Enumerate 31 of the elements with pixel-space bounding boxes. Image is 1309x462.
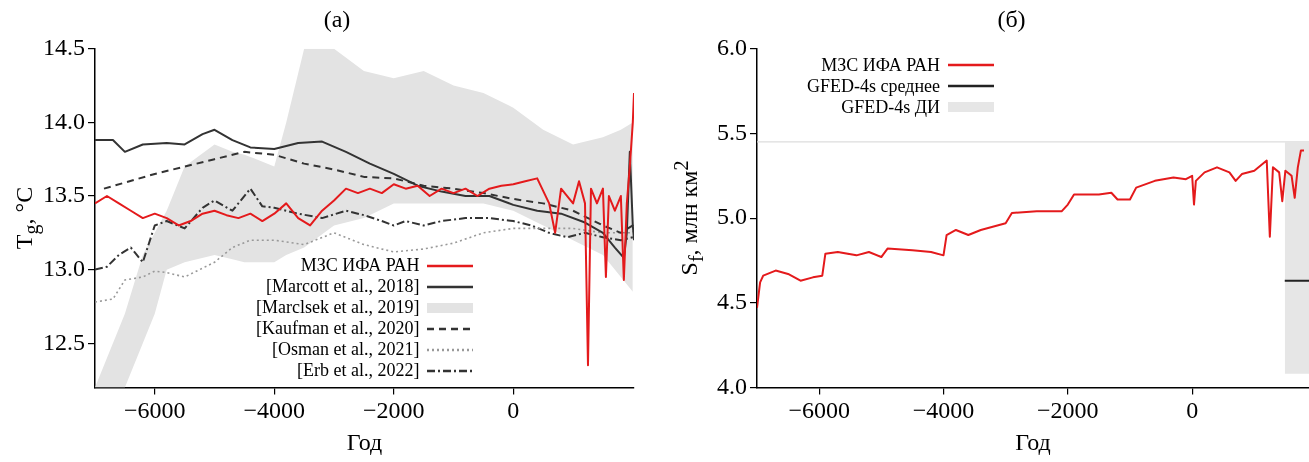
- legend-label: GFED-4s среднее: [807, 75, 941, 97]
- x-tick-label: 0: [507, 397, 520, 424]
- legend-label: [Osman et al., 2021]: [271, 339, 420, 361]
- chart-title: (a): [323, 5, 351, 32]
- y-tick-label: 13.0: [43, 254, 85, 281]
- x-tick-label: −4000: [243, 397, 306, 424]
- x-axis-title: Год: [1015, 428, 1051, 455]
- legend-label: МЗС ИФА РАН: [821, 54, 941, 76]
- legend-label: [Marcott et al., 2018]: [266, 276, 420, 298]
- y-tick-label: 6.0: [717, 34, 747, 61]
- legend-label: МЗС ИФА РАН: [300, 255, 420, 277]
- x-axis-title: Год: [346, 428, 383, 455]
- y-tick-label: 14.5: [43, 34, 85, 61]
- x-tick-label: −6000: [123, 397, 186, 424]
- y-tick-label: 13.5: [43, 181, 85, 208]
- legend-label: [Kaufman et al., 2020]: [256, 318, 420, 340]
- x-tick-label: 0: [1186, 397, 1199, 424]
- y-tick-label: 14.0: [43, 107, 85, 134]
- legend-label: [Marclsek et al., 2019]: [256, 297, 420, 319]
- x-tick-label: −4000: [912, 397, 975, 424]
- y-tick-label: 12.5: [43, 328, 85, 355]
- y-tick-label: 4.0: [717, 372, 747, 399]
- x-tick-label: −2000: [363, 397, 425, 424]
- y-tick-label: 4.5: [717, 288, 747, 315]
- y-tick-label: 5.5: [717, 118, 747, 145]
- x-tick-label: −2000: [1037, 397, 1099, 424]
- x-tick-label: −6000: [788, 397, 850, 424]
- legend-label: [Erb et al., 2022]: [296, 360, 420, 382]
- chart-title: (б): [997, 5, 1026, 32]
- legend-label: GFED-4s ДИ: [841, 96, 941, 118]
- y-tick-label: 5.0: [717, 203, 747, 230]
